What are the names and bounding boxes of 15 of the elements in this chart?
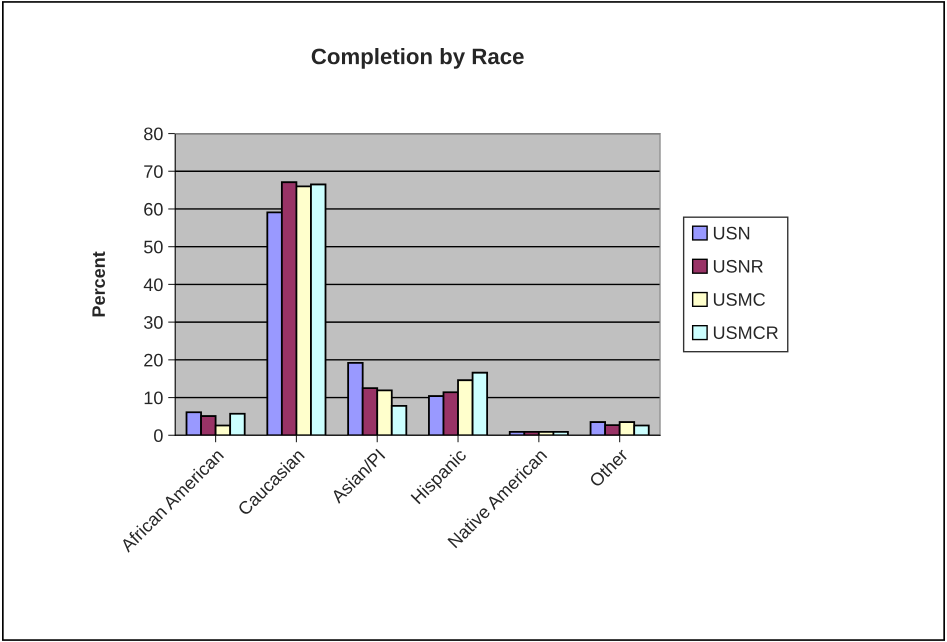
y-tick-label: 70: [144, 165, 163, 178]
y-tick-label: 0: [154, 429, 163, 442]
legend-label: USMCR: [714, 326, 778, 340]
y-tick-label: 60: [144, 202, 163, 216]
legend-label: USNR: [714, 260, 763, 273]
y-tick-label: 20: [144, 354, 163, 367]
y-tick-label: 30: [144, 316, 163, 329]
y-tick-label: 40: [144, 278, 163, 292]
y-tick-label: 80: [144, 127, 163, 140]
legend-label: USN: [714, 226, 750, 240]
y-axis-title: Percent: [92, 252, 106, 316]
chart-title: Completion by Race: [312, 48, 524, 69]
legend-label: USMC: [714, 293, 765, 306]
y-tick-label: 50: [144, 240, 163, 254]
y-tick-label: 10: [144, 391, 163, 404]
